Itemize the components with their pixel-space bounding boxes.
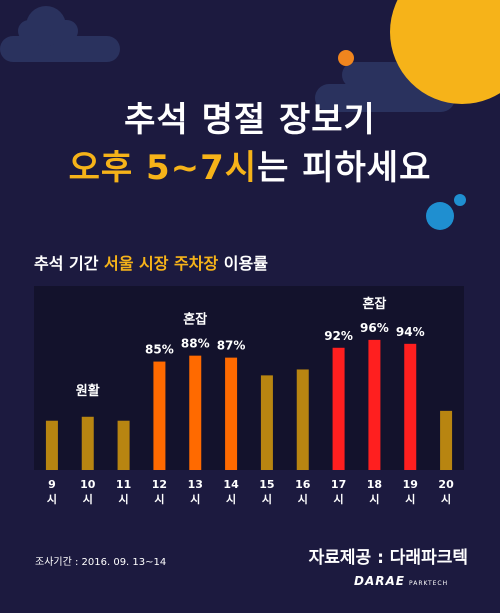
value-label-9: 96% bbox=[360, 321, 389, 335]
x-tick-label-9-0: 18 bbox=[367, 478, 382, 491]
x-tick-label-0-0: 9 bbox=[48, 478, 56, 491]
x-tick-label-0-1: 시 bbox=[47, 493, 57, 506]
x-tick-label-3-1: 시 bbox=[154, 493, 164, 506]
orange-dot-icon bbox=[338, 50, 354, 66]
data-source: 자료제공 : 다래파크텍 bbox=[308, 548, 468, 568]
value-label-8: 92% bbox=[324, 329, 353, 343]
x-tick-label-9-1: 시 bbox=[369, 493, 379, 506]
bar-6 bbox=[260, 375, 273, 470]
x-tick-label-4-1: 시 bbox=[190, 493, 200, 506]
bar-9 bbox=[368, 339, 381, 470]
x-tick-label-5-1: 시 bbox=[226, 493, 236, 506]
headline-line2: 오후 5~7시는 피하세요 bbox=[0, 140, 500, 189]
value-label-10: 94% bbox=[396, 325, 425, 339]
bar-1 bbox=[81, 416, 94, 470]
value-label-3: 85% bbox=[145, 343, 174, 357]
survey-period: 조사기간 : 2016. 09. 13~14 bbox=[35, 557, 167, 568]
parking-usage-chart: 9 시 10 시 11 시 85% 12 시 88% 13 시 87% 14 시 15 시 16 시 92% 17 시 96… bbox=[34, 286, 464, 506]
value-label-4: 88% bbox=[181, 337, 210, 351]
x-tick-label-10-0: 19 bbox=[403, 478, 418, 491]
cloud-left-icon bbox=[0, 6, 120, 62]
company-logo: DARAE PARKTECH bbox=[354, 570, 468, 588]
x-tick-label-1-0: 10 bbox=[80, 478, 96, 491]
chart-title-part3: 이용률 bbox=[218, 254, 268, 273]
annotation-0: 원활 bbox=[76, 383, 100, 399]
x-tick-label-3-0: 12 bbox=[152, 478, 167, 491]
x-tick-label-4-0: 13 bbox=[188, 478, 203, 491]
bar-5 bbox=[225, 357, 238, 470]
x-tick-label-11-0: 20 bbox=[438, 478, 454, 491]
x-tick-label-8-1: 시 bbox=[334, 493, 344, 506]
x-tick-label-10-1: 시 bbox=[405, 493, 415, 506]
x-tick-label-2-1: 시 bbox=[119, 493, 129, 506]
blue-bubble-large-icon bbox=[426, 202, 454, 230]
plot-area bbox=[34, 286, 464, 470]
x-tick-label-2-0: 11 bbox=[116, 478, 131, 491]
logo-text: DARAE bbox=[354, 574, 405, 588]
x-tick-label-7-0: 16 bbox=[295, 478, 311, 491]
logo-subtext: PARKTECH bbox=[408, 580, 449, 587]
bar-8 bbox=[332, 347, 345, 470]
bar-0 bbox=[45, 420, 58, 470]
annotation-1: 혼잡 bbox=[183, 312, 207, 328]
x-tick-label-1-1: 시 bbox=[83, 493, 93, 506]
bar-10 bbox=[404, 343, 417, 470]
chart-title-part2: 서울 시장 주차장 bbox=[104, 254, 219, 273]
bar-4 bbox=[189, 355, 202, 470]
headline-line1: 추석 명절 장보기 bbox=[124, 100, 376, 140]
blue-bubble-small-icon bbox=[454, 194, 466, 206]
bar-11 bbox=[440, 410, 453, 470]
x-tick-label-11-1: 시 bbox=[441, 493, 451, 506]
moon-icon bbox=[390, 0, 500, 104]
x-tick-label-6-1: 시 bbox=[262, 493, 272, 506]
headline-time-range: 오후 5~7시 bbox=[68, 148, 258, 188]
annotation-2: 혼잡 bbox=[362, 296, 386, 312]
bar-2 bbox=[117, 420, 130, 470]
chart-title-part1: 추석 기간 bbox=[34, 254, 105, 273]
chart-title: 추석 기간 서울 시장 주차장 이용률 bbox=[34, 250, 268, 274]
x-tick-label-5-0: 14 bbox=[223, 478, 239, 491]
x-tick-label-7-1: 시 bbox=[298, 493, 308, 506]
x-tick-label-6-0: 15 bbox=[259, 478, 274, 491]
bar-3 bbox=[153, 361, 166, 470]
value-label-5: 87% bbox=[217, 339, 246, 353]
bar-7 bbox=[296, 369, 309, 470]
x-tick-label-8-0: 17 bbox=[331, 478, 346, 491]
headline-avoid: 는 피하세요 bbox=[257, 148, 432, 188]
